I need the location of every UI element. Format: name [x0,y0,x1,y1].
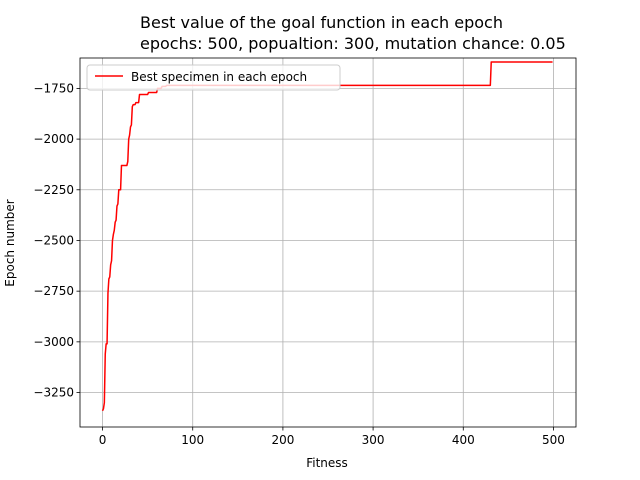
legend: Best specimen in each epoch [86,64,341,91]
x-axis-label: Fitness [306,456,348,470]
y-axis: −3250 −3000 −2750 −2500 −2250 −2000 −1750 [33,81,80,400]
x-tick-label: 500 [542,433,565,447]
y-tick-label: −3250 [33,386,74,400]
y-axis-label: Epoch number [3,199,17,286]
grid [80,58,576,427]
plot-frame [79,57,577,428]
legend-entry: Best specimen in each epoch [131,70,307,84]
x-tick-label: 400 [452,433,475,447]
y-tick-label: −2250 [33,183,74,197]
y-tick-label: −2500 [33,233,74,247]
chart-title-line-1: Best value of the goal function in each … [140,13,503,32]
x-tick-label: 200 [271,433,294,447]
y-tick-label: −1750 [33,81,74,95]
x-tick-label: 0 [99,433,107,447]
y-tick-label: −2000 [33,132,74,146]
x-tick-label: 100 [181,433,204,447]
y-tick-label: −2750 [33,284,74,298]
series-line [101,61,553,412]
y-tick-label: −3000 [33,335,74,349]
x-tick-label: 300 [362,433,385,447]
x-axis: 0 100 200 300 400 500 [99,427,565,447]
legend-box [86,64,341,91]
chart-title-line-2: epochs: 500, popualtion: 300, mutation c… [140,34,566,53]
